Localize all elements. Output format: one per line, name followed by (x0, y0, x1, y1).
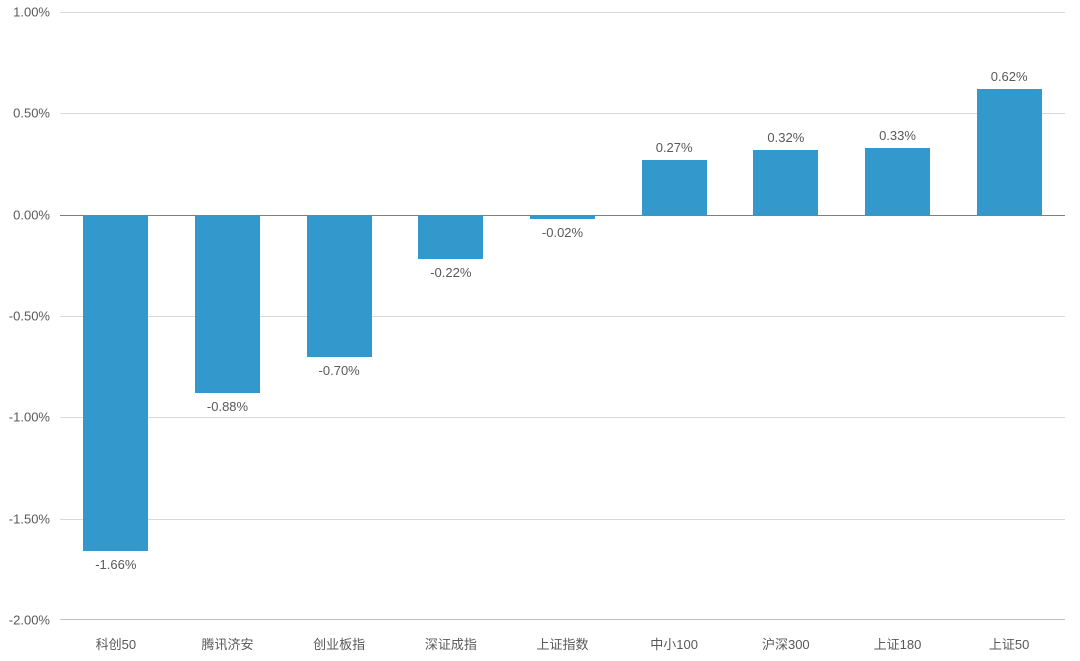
y-tick-label: 1.00% (13, 5, 50, 20)
x-tick-label: 上证50 (989, 634, 1029, 653)
bar-value-label: -1.66% (95, 557, 136, 572)
bar (418, 215, 483, 260)
x-tick-label: 中小100 (650, 634, 698, 653)
bar-value-label: -0.22% (430, 265, 471, 280)
bar (753, 150, 818, 215)
gridline (60, 113, 1065, 114)
bar (977, 89, 1042, 215)
bar-value-label: -0.70% (319, 363, 360, 378)
x-tick-label: 创业板指 (313, 634, 365, 653)
x-tick-label: 腾讯济安 (201, 634, 253, 653)
bar-value-label: 0.62% (991, 69, 1028, 84)
y-tick-label: -1.50% (9, 511, 50, 526)
x-tick-label: 科创50 (96, 634, 136, 653)
x-tick-label: 上证指数 (536, 634, 588, 653)
bar-value-label: 0.33% (879, 128, 916, 143)
bar (195, 215, 260, 393)
plot-area: -2.00%-1.50%-1.00%-0.50%0.00%0.50%1.00%-… (60, 12, 1065, 620)
bar (642, 160, 707, 215)
x-tick-label: 深证成指 (425, 634, 477, 653)
y-tick-label: 0.00% (13, 207, 50, 222)
y-tick-label: -2.00% (9, 613, 50, 628)
gridline (60, 519, 1065, 520)
y-tick-label: -1.00% (9, 410, 50, 425)
x-tick-label: 沪深300 (762, 634, 810, 653)
x-tick-label: 上证180 (874, 634, 922, 653)
bar (83, 215, 148, 551)
bar-value-label: -0.02% (542, 225, 583, 240)
y-tick-label: -0.50% (9, 309, 50, 324)
bar-chart: -2.00% -1.50% -1.00% -0.50% 0.00% 0.50% 1.00% -… (0, 0, 1080, 661)
bar-value-label: 0.27% (656, 140, 693, 155)
bar-value-label: 0.32% (767, 130, 804, 145)
y-tick-label: 0.50% (13, 106, 50, 121)
bar (865, 148, 930, 215)
bar (530, 215, 595, 219)
gridline (60, 417, 1065, 418)
bar (307, 215, 372, 357)
bar-value-label: -0.88% (207, 399, 248, 414)
gridline (60, 12, 1065, 13)
